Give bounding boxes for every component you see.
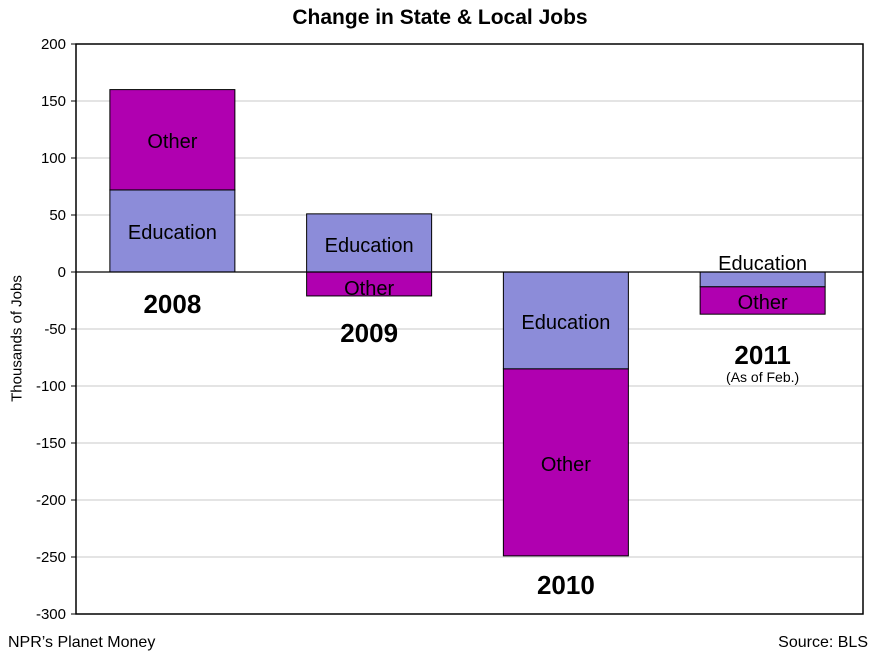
y-tick-label: -50 (44, 321, 66, 338)
y-tick-label: -150 (36, 435, 66, 452)
y-tick-label: 150 (41, 93, 66, 110)
credit-source: Source: BLS (778, 634, 868, 651)
chart-title: Change in State & Local Jobs (292, 6, 588, 29)
y-tick-label: 200 (41, 36, 66, 53)
y-tick-label: -300 (36, 606, 66, 623)
segment-label-education-2011: Education (718, 253, 807, 275)
bar-education-2010 (502, 271, 629, 370)
category-label-2008: 2008 (143, 289, 201, 319)
segment-label-education-2009: Education (325, 235, 414, 257)
y-tick-label: -250 (36, 549, 66, 566)
bar-other-2011 (699, 286, 826, 315)
category-note-2011: (As of Feb.) (726, 369, 799, 385)
segment-label-other-2008: Other (147, 131, 197, 153)
y-tick-label: -100 (36, 378, 66, 395)
category-label-2010: 2010 (537, 570, 595, 600)
segment-label-education-2008: Education (128, 222, 217, 244)
segment-label-other-2010: Other (541, 454, 591, 476)
y-tick-label: 0 (58, 264, 66, 281)
segment-label-other-2009: Other (344, 278, 394, 300)
bar-other-2010 (502, 368, 629, 557)
bar-education-2008 (109, 189, 236, 273)
segment-label-other-2011: Other (738, 292, 788, 314)
y-tick-label: 50 (49, 207, 66, 224)
y-tick-label: -200 (36, 492, 66, 509)
category-label-2011: 2011 (734, 340, 790, 370)
credit-npr: NPR’s Planet Money (8, 634, 156, 651)
category-label-2009: 2009 (340, 318, 398, 348)
plot-frame (75, 43, 864, 615)
segment-label-education-2010: Education (521, 312, 610, 334)
y-tick-label: 100 (41, 150, 66, 167)
bar-other-2008 (109, 89, 236, 191)
